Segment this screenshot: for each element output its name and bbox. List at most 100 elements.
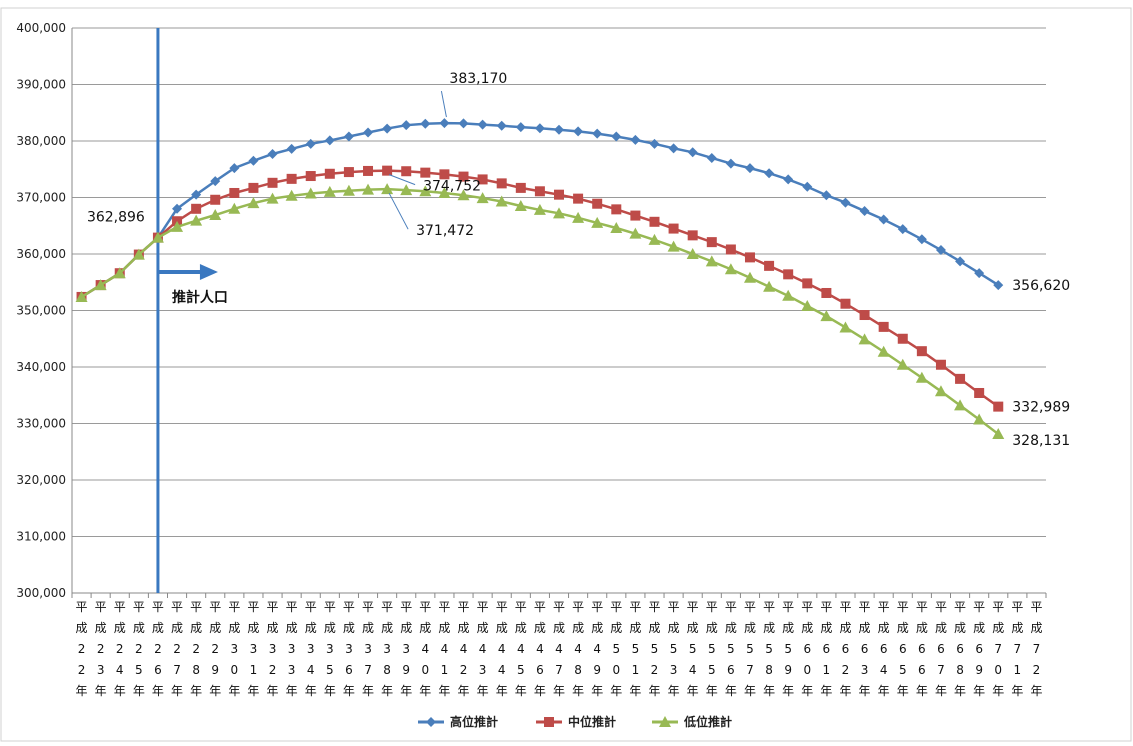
diamond-marker xyxy=(534,123,545,134)
value-label: 356,620 xyxy=(1012,278,1070,294)
triangle-marker xyxy=(362,183,375,195)
diamond-marker xyxy=(592,128,603,139)
diamond-marker xyxy=(668,143,679,154)
square-marker xyxy=(974,387,985,398)
x-tick-label: 平成 7 2 年 xyxy=(1030,600,1042,698)
triangle-marker xyxy=(419,185,432,197)
square-marker xyxy=(687,230,698,241)
x-tick-label: 平成 4 2 年 xyxy=(458,600,470,698)
x-tick-label: 平成 5 4 年 xyxy=(687,600,699,698)
square-marker xyxy=(897,333,908,344)
value-label: 332,989 xyxy=(1012,400,1070,416)
triangle-marker xyxy=(553,207,565,219)
diamond-marker xyxy=(649,138,660,149)
square-marker xyxy=(573,193,584,204)
legend-label: 低位推計 xyxy=(683,714,732,729)
triangle-marker xyxy=(591,216,604,228)
triangle-marker xyxy=(839,321,852,333)
diamond-marker xyxy=(229,163,240,174)
series-lines xyxy=(75,118,1005,440)
x-tick-label: 平成 6 6 年 xyxy=(916,600,928,698)
value-label: 362,896 xyxy=(87,210,145,226)
triangle-marker xyxy=(533,203,546,215)
x-tick-label: 平成 6 1 年 xyxy=(820,600,832,698)
x-tick-label: 平成 6 0 年 xyxy=(801,600,813,698)
diamond-marker xyxy=(426,717,436,727)
x-tick-label: 平成 6 2 年 xyxy=(839,600,851,698)
square-marker xyxy=(477,174,488,185)
triangle-marker xyxy=(476,192,489,204)
y-tick-label: 340,000 xyxy=(16,360,66,374)
square-marker xyxy=(611,204,622,215)
triangle-marker xyxy=(659,716,671,727)
triangle-marker xyxy=(304,187,317,199)
diamond-marker xyxy=(439,118,450,129)
x-tick-label: 平成 6 5 年 xyxy=(897,600,909,698)
x-tick-label: 平成 5 8 年 xyxy=(763,600,775,698)
diamond-marker xyxy=(477,119,488,130)
triangle-marker xyxy=(171,220,184,232)
square-marker xyxy=(840,298,851,309)
square-marker xyxy=(420,167,431,178)
square-marker xyxy=(821,287,832,298)
square-marker xyxy=(630,210,641,221)
square-marker xyxy=(554,189,564,200)
triangle-marker xyxy=(973,413,986,425)
diamond-marker xyxy=(515,122,526,133)
triangle-marker xyxy=(342,184,355,196)
diamond-marker xyxy=(706,152,717,163)
triangle-marker xyxy=(457,189,470,201)
square-marker xyxy=(783,269,794,280)
square-marker xyxy=(286,173,297,184)
legend-label: 中位推計 xyxy=(568,714,616,729)
triangle-marker xyxy=(572,211,585,223)
forecast-label: 推計人口 xyxy=(172,289,228,306)
diamond-marker xyxy=(630,134,641,145)
x-tick-label: 平成 3 6 年 xyxy=(343,600,355,698)
square-marker xyxy=(802,278,813,289)
diamond-marker xyxy=(267,148,278,159)
diamond-marker xyxy=(286,143,297,154)
x-tick-label: 平成 2 8 年 xyxy=(190,600,202,698)
triangle-marker xyxy=(629,227,642,239)
triangle-marker xyxy=(132,248,145,260)
triangle-marker xyxy=(400,184,413,196)
square-marker xyxy=(859,310,870,321)
diamond-marker xyxy=(343,131,354,142)
x-tick-label: 平成 4 4 年 xyxy=(496,600,508,698)
legend-label: 高位推計 xyxy=(450,714,498,729)
square-marker xyxy=(725,244,736,255)
forecast-annotation: 推計人口 xyxy=(156,28,228,593)
square-marker xyxy=(439,169,450,180)
x-tick-label: 平成 4 8 年 xyxy=(572,600,584,698)
diamond-marker xyxy=(573,126,584,137)
diamond-marker xyxy=(974,268,985,279)
triangle-marker xyxy=(858,333,871,345)
forecast-arrow-head xyxy=(199,264,218,280)
diamond-marker xyxy=(305,138,316,149)
diamond-marker xyxy=(248,155,259,166)
diamond-marker xyxy=(840,197,851,208)
square-marker xyxy=(544,717,554,727)
diamond-marker xyxy=(935,245,946,256)
value-label: 371,472 xyxy=(416,223,474,239)
x-tick-label: 平成 4 3 年 xyxy=(477,600,489,698)
x-tick-label: 平成 5 6 年 xyxy=(725,600,737,698)
x-tick-label: 平成 2 2 年 xyxy=(76,600,88,698)
x-tick-label: 平成 6 3 年 xyxy=(859,600,871,698)
triangle-marker xyxy=(877,345,890,357)
square-marker xyxy=(993,401,1004,412)
x-tick-label: 平成 5 7 年 xyxy=(744,600,756,698)
x-tick-label: 平成 3 8 年 xyxy=(381,600,393,698)
x-tick-label: 平成 6 9 年 xyxy=(973,600,985,698)
diamond-marker xyxy=(993,280,1004,291)
diamond-marker xyxy=(725,158,736,169)
triangle-marker xyxy=(820,310,833,322)
diamond-marker xyxy=(420,118,431,129)
leader-line xyxy=(388,192,409,230)
triangle-marker xyxy=(495,195,508,207)
square-marker xyxy=(515,182,526,193)
x-tick-label: 平成 5 5 年 xyxy=(706,600,718,698)
triangle-marker xyxy=(686,248,699,259)
